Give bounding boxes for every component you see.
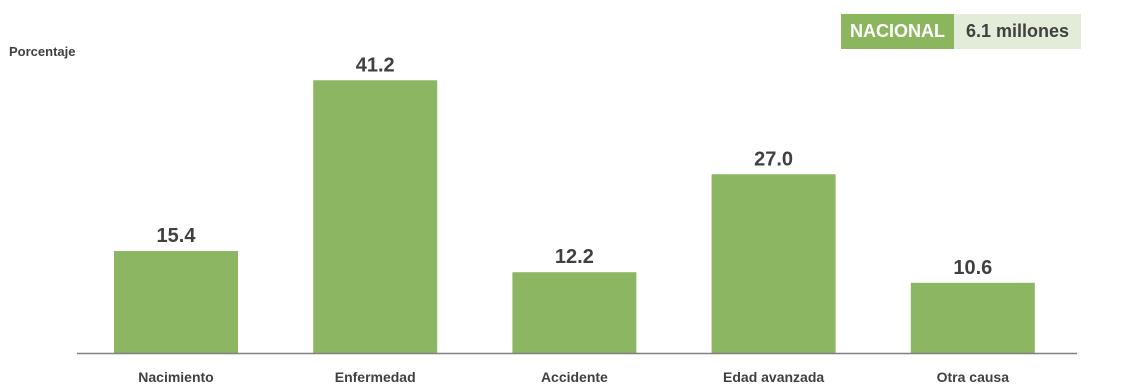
badge-value: 6.1 millones xyxy=(954,14,1082,49)
category-label-edad-avanzada: Edad avanzada xyxy=(723,369,824,385)
y-axis-label: Porcentaje xyxy=(9,44,76,59)
category-label-enfermedad: Enfermedad xyxy=(335,369,416,385)
bar-accidente xyxy=(512,272,637,353)
value-label-otra-causa: 10.6 xyxy=(953,257,992,279)
value-label-enfermedad: 41.2 xyxy=(356,54,395,76)
badge-label: NACIONAL xyxy=(841,14,954,49)
bar-enfermedad xyxy=(313,80,438,354)
value-label-nacimiento: 15.4 xyxy=(157,225,197,247)
bar-otra-causa xyxy=(910,282,1035,353)
category-label-otra-causa: Otra causa xyxy=(937,369,1010,385)
bar-nacimiento xyxy=(114,251,238,353)
labels-group: 15.4 Nacimiento 41.2 Enfermedad 12.2 Accident… xyxy=(138,54,1009,385)
value-label-edad-avanzada: 27.0 xyxy=(754,148,793,170)
category-label-accidente: Accidente xyxy=(541,369,608,385)
bars-group xyxy=(114,80,1035,354)
national-badge: NACIONAL 6.1 millones xyxy=(841,14,1082,49)
bar-edad-avanzada xyxy=(711,174,836,353)
value-label-accidente: 12.2 xyxy=(555,246,594,268)
category-label-nacimiento: Nacimiento xyxy=(138,369,213,385)
